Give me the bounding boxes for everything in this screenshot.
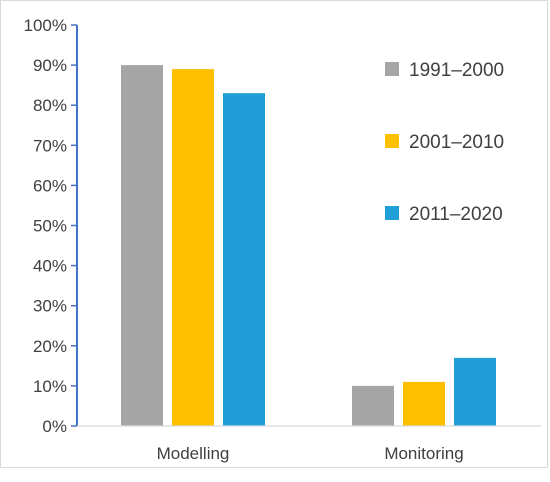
bar-monitoring-0 (352, 385, 394, 426)
category-label-monitoring: Monitoring (384, 444, 463, 463)
bar-monitoring-1 (403, 381, 445, 426)
y-tick-label: 20% (33, 337, 67, 356)
chart-frame: 0% 10% 20% 30% 40% 50% 60% 70% 80% 90% 100% Modell… (0, 0, 548, 468)
y-tick-label: 0% (42, 417, 67, 436)
legend-label-0: 1991–2000 (409, 60, 504, 81)
bars (121, 65, 496, 427)
y-axis: 0% 10% 20% 30% 40% 50% 60% 70% 80% 90% 100% (24, 16, 78, 436)
bar-monitoring-2 (454, 357, 496, 426)
legend-label-1: 2001–2010 (409, 132, 504, 153)
legend-label-2: 2011–2020 (409, 204, 503, 225)
y-tick-label: 90% (33, 56, 67, 75)
legend: 1991–2000 2001–2010 2011–2020 (385, 60, 504, 225)
legend-swatch-1 (385, 134, 399, 148)
y-tick-label: 100% (24, 16, 67, 35)
y-tick-label: 50% (33, 217, 67, 236)
y-tick-label: 10% (33, 377, 67, 396)
y-tick-label: 30% (33, 297, 67, 316)
category-label-modelling: Modelling (157, 444, 230, 463)
y-tick-label: 80% (33, 96, 67, 115)
legend-swatch-2 (385, 206, 399, 220)
bar-modelling-1 (172, 69, 214, 427)
y-tick-label: 60% (33, 176, 67, 195)
x-axis: Modelling Monitoring (77, 425, 541, 463)
y-tick-label: 40% (33, 257, 67, 276)
bar-modelling-2 (223, 93, 265, 427)
bar-chart: 0% 10% 20% 30% 40% 50% 60% 70% 80% 90% 100% Modell… (24, 16, 541, 463)
bar-modelling-0 (121, 65, 163, 426)
legend-swatch-0 (385, 62, 399, 76)
y-tick-label: 70% (33, 136, 67, 155)
